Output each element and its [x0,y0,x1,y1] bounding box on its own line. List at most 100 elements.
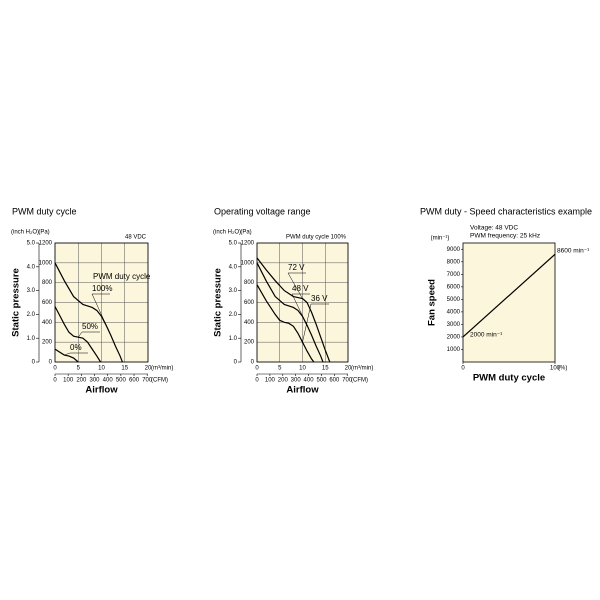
y2-unit: (inch H₂O) [11,230,39,236]
x-tick-label: 5 [77,366,81,372]
label-leader [78,331,83,338]
y-tick-label: 3000 [447,322,461,328]
x2-tick-label: 0 [255,378,259,384]
y2-tick-label: 2.0 [27,312,36,318]
x-tick-label: 15 [322,366,329,372]
y-tick-label: 800 [42,280,53,286]
x-tick-label: 0 [461,366,465,372]
x2-tick-label: 400 [103,378,114,384]
y-unit: (Pa) [38,230,49,236]
y-tick-label: 7000 [447,272,461,278]
x2-tick-label: 700 [142,378,153,384]
label-leader [302,303,312,343]
x-tick-label: 15 [121,366,128,372]
series-label: 100% [92,284,112,293]
series-label: 36 V [311,294,328,303]
x-tick-label: 20 [145,366,152,372]
y2-tick-label: 2.0 [229,312,238,318]
x2-tick-label: 700 [342,378,353,384]
y-unit: (Pa) [240,230,251,236]
x-tick-label: 10 [98,366,105,372]
note: PWM frequency: 25 kHz [470,233,540,240]
y-tick-label: 1200 [241,241,255,247]
x2-tick-label: 400 [304,378,315,384]
data-line [256,262,324,363]
value-label: 8600 min⁻¹ [557,248,590,255]
label-leader [91,293,112,336]
y2-tick-label: 0 [234,360,238,366]
x-tick-label: 20 [345,366,352,372]
y-unit: (min⁻¹) [431,236,450,242]
x2-tick-label: 200 [76,378,87,384]
y2-tick-label: 3.0 [229,288,238,294]
x2-tick-label: 300 [90,378,101,384]
y-axis-title: Fan speed [427,279,438,326]
y-tick-label: 400 [244,320,255,326]
y-tick-label: 1000 [447,347,461,353]
plot-area [463,243,555,362]
y-tick-label: 1000 [39,260,53,266]
chart-title: Operating voltage range [214,206,311,216]
x2-tick-label: 200 [278,378,289,384]
x-unit: (%) [558,366,567,372]
x-tick-label: 100 [550,366,561,372]
y-tick-label: 1200 [39,241,53,247]
y-tick-label: 8000 [447,259,461,265]
y-tick-label: 400 [42,320,53,326]
y-tick-label: 200 [42,340,53,346]
chart-title: PWM duty - Speed characteristics example [420,206,592,216]
y-axis-title: Static pressure [213,268,224,337]
x2-tick-label: 100 [265,378,276,384]
subtitle: 48 VDC [125,235,147,241]
y2-tick-label: 1.0 [229,336,238,342]
x-unit: (m³/min) [351,366,373,372]
y-tick-label: 2000 [447,335,461,341]
x2-tick-label: 0 [53,378,57,384]
x-tick-label: 5 [278,366,282,372]
y-tick-label: 600 [42,300,53,306]
series-label: 0% [70,343,82,352]
y-tick-label: 1000 [241,260,255,266]
x-unit: (m³/min) [151,366,173,372]
plot-frame [256,242,349,363]
y2-tick-label: 1.0 [27,336,36,342]
data-line [54,262,123,363]
x-axis-title: PWM duty cycle [473,373,545,384]
y-tick-label: 9000 [447,247,461,253]
y2-tick-label: 4.0 [229,264,238,270]
x2-tick-label: 300 [291,378,302,384]
plot-frame [462,242,556,363]
subtitle: PWM duty cycle 100% [286,235,347,241]
y-axis-title: Static pressure [11,268,22,337]
data-line [54,348,79,363]
x2-tick-label: 600 [329,378,340,384]
label-leader [287,272,303,299]
y2-tick-label: 3.0 [27,288,36,294]
series-label: 48 V [292,284,309,293]
y-tick-label: 600 [244,300,255,306]
series-label: 72 V [288,263,305,272]
data-line [256,284,315,363]
value-label: 2000 min⁻¹ [470,332,503,339]
chart-title: PWM duty cycle [12,206,77,216]
plot-frame [54,242,149,363]
x-axis-title: Airflow [85,385,118,396]
y2-tick-label: 4.0 [27,264,36,270]
legend-title: PWM duty cycle [93,272,151,281]
y-tick-label: 4000 [447,309,461,315]
data-line [462,253,556,338]
x2-tick-label: 100 [63,378,74,384]
label-leader [64,352,71,356]
x2-unit: (CFM) [351,378,368,384]
note: Voltage: 48 VDC [470,225,518,232]
y-tick-label: 0 [251,360,255,366]
x2-tick-label: 500 [316,378,327,384]
y-tick-label: 800 [244,280,255,286]
x2-tick-label: 600 [129,378,140,384]
y-tick-label: 200 [244,340,255,346]
y-tick-label: 0 [49,360,53,366]
x-tick-label: 10 [299,366,306,372]
x-tick-label: 0 [53,366,57,372]
label-leader [291,293,308,326]
